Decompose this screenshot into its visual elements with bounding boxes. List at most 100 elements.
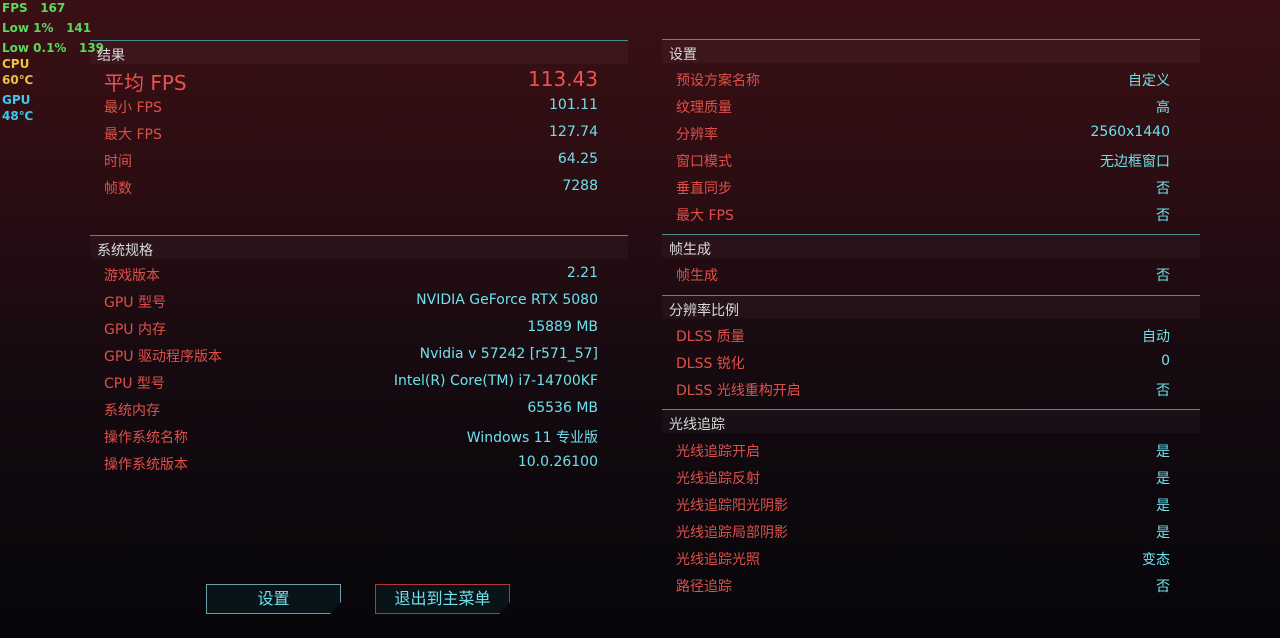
stat-label: DLSS 光线重构开启 xyxy=(676,383,801,399)
stat-row: DLSS 锐化 0 xyxy=(676,353,1170,375)
stat-label: 光线追踪反射 xyxy=(676,471,760,487)
section-title: 分辨率比例 xyxy=(669,303,739,319)
section-header-system: 系统规格 xyxy=(90,235,628,259)
low1-value: 141 xyxy=(66,21,92,35)
stat-label: 帧生成 xyxy=(676,268,718,284)
stat-row: GPU 驱动程序版本 Nvidia v 57242 [r571_57] xyxy=(104,346,598,368)
cpu-temp: 60℃ xyxy=(2,73,34,87)
stat-value: 否 xyxy=(1156,268,1170,284)
fps-value: 167 xyxy=(40,1,66,15)
stat-value: Windows 11 专业版 xyxy=(466,430,598,446)
stat-row: 纹理质量 高 xyxy=(676,97,1170,119)
settings-button[interactable]: 设置 xyxy=(206,584,341,614)
stat-value: 2.21 xyxy=(566,265,598,281)
stat-label: 路径追踪 xyxy=(676,579,732,595)
cpu-label: CPU xyxy=(2,57,30,71)
stat-value: 无边框窗口 xyxy=(1100,154,1170,170)
section-header-results: 结果 xyxy=(90,40,628,64)
stat-value: NVIDIA GeForce RTX 5080 xyxy=(416,292,598,308)
exit-to-main-menu-button[interactable]: 退出到主菜单 xyxy=(375,584,510,614)
section-title: 设置 xyxy=(669,47,697,63)
stat-label: 窗口模式 xyxy=(676,154,732,170)
section-title: 帧生成 xyxy=(669,242,711,258)
stat-label: 帧数 xyxy=(104,181,132,197)
low01-value: 139 xyxy=(78,41,105,55)
stat-label: GPU 驱动程序版本 xyxy=(104,349,222,365)
section-header-framegen: 帧生成 xyxy=(662,234,1200,258)
stat-value: 64.25 xyxy=(557,151,598,167)
stat-value: 否 xyxy=(1156,208,1170,224)
stat-value: 113.43 xyxy=(528,67,598,91)
low1-label: Low 1% xyxy=(2,21,54,35)
left-panel: 结果平均 FPS 113.43 最小 FPS 101.11 最大 FPS 127.74 时间… xyxy=(90,0,628,638)
stat-row: 光线追踪开启 是 xyxy=(676,441,1170,463)
stat-value: 是 xyxy=(1156,444,1170,460)
stat-label: 光线追踪局部阴影 xyxy=(676,525,788,541)
fps-label: FPS xyxy=(2,1,28,15)
stat-row: 窗口模式 无边框窗口 xyxy=(676,151,1170,173)
stat-row: 帧生成 否 xyxy=(676,265,1170,287)
stat-row: 预设方案名称 自定义 xyxy=(676,70,1170,92)
stat-row: CPU 型号 Intel(R) Core(TM) i7-14700KF xyxy=(104,373,598,395)
stat-row: 分辨率 2560x1440 xyxy=(676,124,1170,146)
stat-label: 垂直同步 xyxy=(676,181,732,197)
stat-row: 光线追踪局部阴影 是 xyxy=(676,522,1170,544)
gpu-label: GPU xyxy=(2,93,31,107)
stat-value: 7288 xyxy=(562,178,598,194)
stat-row: 游戏版本 2.21 xyxy=(104,265,598,287)
stat-value: 变态 xyxy=(1142,552,1170,568)
stat-label: 分辨率 xyxy=(676,127,718,143)
stat-label: 操作系统版本 xyxy=(104,457,188,473)
stat-value: 否 xyxy=(1156,579,1170,595)
stat-label: DLSS 锐化 xyxy=(676,356,745,372)
stat-row: 最大 FPS 否 xyxy=(676,205,1170,227)
stat-value: 是 xyxy=(1156,471,1170,487)
stat-label: 预设方案名称 xyxy=(676,73,760,89)
stat-row: 最大 FPS 127.74 xyxy=(104,124,598,146)
stat-value: 65536 MB xyxy=(527,400,598,416)
stat-label: GPU 内存 xyxy=(104,322,166,338)
stat-label: 光线追踪阳光阴影 xyxy=(676,498,788,514)
stat-value: 自定义 xyxy=(1128,73,1170,89)
stat-row: DLSS 光线重构开启 否 xyxy=(676,380,1170,402)
stat-row: 系统内存 65536 MB xyxy=(104,400,598,422)
stat-value: Intel(R) Core(TM) i7-14700KF xyxy=(393,373,598,389)
stat-label: 最大 FPS xyxy=(676,208,734,224)
stat-value: 是 xyxy=(1156,498,1170,514)
stat-value: 是 xyxy=(1156,525,1170,541)
stat-value: 高 xyxy=(1156,100,1170,116)
stat-label: 游戏版本 xyxy=(104,268,160,284)
stat-row: 光线追踪阳光阴影 是 xyxy=(676,495,1170,517)
stat-row: 最小 FPS 101.11 xyxy=(104,97,598,119)
stat-value: 否 xyxy=(1156,181,1170,197)
stat-label: 时间 xyxy=(104,154,132,170)
stat-row: GPU 型号 NVIDIA GeForce RTX 5080 xyxy=(104,292,598,314)
average-fps-row: 平均 FPS 113.43 xyxy=(104,67,598,95)
stat-value: 101.11 xyxy=(549,97,598,113)
stat-row: 光线追踪反射 是 xyxy=(676,468,1170,490)
section-header-scaling: 分辨率比例 xyxy=(662,295,1200,319)
stat-value: 0 xyxy=(1161,353,1170,369)
stat-label: 光线追踪光照 xyxy=(676,552,760,568)
stat-value: 2560x1440 xyxy=(1090,124,1170,140)
stat-label: 最大 FPS xyxy=(104,127,162,143)
gpu-temp: 48℃ xyxy=(2,109,34,123)
stat-label: 纹理质量 xyxy=(676,100,732,116)
stat-row: 路径追踪 否 xyxy=(676,576,1170,598)
stat-label: 系统内存 xyxy=(104,403,160,419)
stat-row: 垂直同步 否 xyxy=(676,178,1170,200)
stat-value: 自动 xyxy=(1142,329,1170,345)
stat-label: 平均 FPS xyxy=(104,71,187,95)
stat-value: 127.74 xyxy=(549,124,598,140)
stat-label: 操作系统名称 xyxy=(104,430,188,446)
right-panel: 设置预设方案名称 自定义纹理质量 高分辨率 2560x1440 窗口模式 无边框窗口垂直同… xyxy=(662,0,1200,638)
stat-label: 光线追踪开启 xyxy=(676,444,760,460)
section-header-raytracing: 光线追踪 xyxy=(662,409,1200,433)
stat-label: GPU 型号 xyxy=(104,295,166,311)
stat-label: CPU 型号 xyxy=(104,376,165,392)
stat-row: 操作系统版本 10.0.26100 xyxy=(104,454,598,476)
section-header-settings: 设置 xyxy=(662,39,1200,63)
stat-value: 10.0.26100 xyxy=(517,454,598,470)
section-title: 系统规格 xyxy=(97,243,153,259)
section-title: 结果 xyxy=(97,48,125,64)
